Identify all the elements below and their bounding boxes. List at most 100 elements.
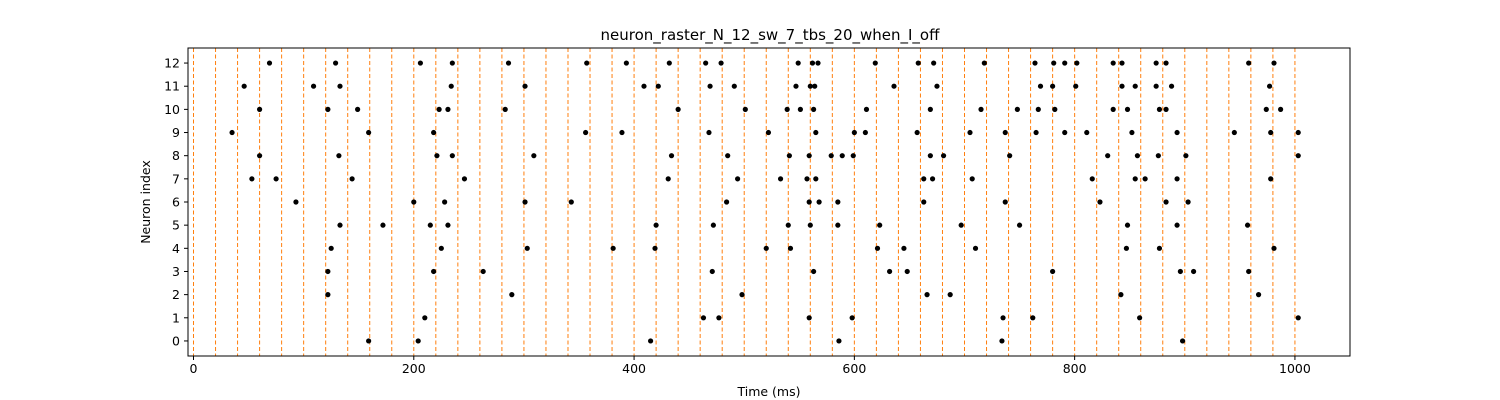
spike-n11-t888 xyxy=(1168,83,1175,89)
spike-n9-t159 xyxy=(366,129,372,136)
spike-n4-t847 xyxy=(1123,245,1130,251)
spike-n6-t559 xyxy=(806,199,812,205)
spike-n11-t564 xyxy=(812,83,818,89)
spike-n5-t623 xyxy=(877,222,883,228)
spike-n5-t215 xyxy=(427,222,433,228)
spike-n8-t669 xyxy=(927,153,933,159)
spike-n3-t896 xyxy=(1177,268,1183,275)
spike-n10-t60 xyxy=(256,106,263,112)
spike-n4-t710 xyxy=(972,245,979,251)
spike-n0-t898 xyxy=(1179,338,1186,344)
y-tick-label-6: 6 xyxy=(172,195,180,210)
spike-n10-t283 xyxy=(502,106,508,112)
spike-n9-t811 xyxy=(1084,129,1090,136)
spike-n9-t468 xyxy=(706,129,712,136)
spike-n3-t563 xyxy=(811,268,817,275)
spike-n10-t539 xyxy=(784,106,790,112)
spike-n6-t93 xyxy=(293,199,299,205)
spike-n7-t557 xyxy=(804,176,810,182)
spike-n11-t801 xyxy=(1073,83,1079,89)
spike-n8-t235 xyxy=(449,153,455,159)
spike-n12-t791 xyxy=(1062,60,1068,66)
spike-n1-t1003 xyxy=(1295,315,1301,321)
spike-n11-t234 xyxy=(448,83,454,89)
y-tick-label-5: 5 xyxy=(172,218,180,233)
spike-n4-t645 xyxy=(901,245,907,251)
spike-n0-t159 xyxy=(366,338,372,344)
spike-n12-t874 xyxy=(1153,60,1159,66)
spike-n9-t1003 xyxy=(1295,129,1301,136)
spike-n7-t494 xyxy=(735,176,741,182)
spike-n6-t903 xyxy=(1185,199,1191,205)
y-tick-label-10: 10 xyxy=(164,102,180,117)
spike-n12-t286 xyxy=(505,60,512,66)
spike-n12-t883 xyxy=(1163,60,1169,66)
spike-n4-t381 xyxy=(610,245,616,251)
spike-n8-t60 xyxy=(256,153,263,159)
spike-n5-t560 xyxy=(807,222,813,228)
spike-n4-t303 xyxy=(524,245,530,251)
spike-n12-t465 xyxy=(703,60,709,66)
spike-n3-t263 xyxy=(480,268,486,275)
spike-n10-t748 xyxy=(1014,106,1020,112)
spike-n7-t855 xyxy=(1132,176,1138,182)
spike-n11-t469 xyxy=(707,83,713,89)
spike-n7-t707 xyxy=(969,176,975,182)
spike-n8-t741 xyxy=(1007,153,1013,159)
spike-n6-t585 xyxy=(835,199,841,205)
spike-n1-t210 xyxy=(422,315,428,321)
spike-n7-t246 xyxy=(461,176,468,182)
spike-n2-t666 xyxy=(924,292,930,298)
spike-n11-t780 xyxy=(1050,83,1056,89)
spike-n11-t409 xyxy=(641,83,647,89)
y-tick-label-8: 8 xyxy=(172,148,180,163)
spike-n8-t876 xyxy=(1155,153,1161,159)
chart-title: neuron_raster_N_12_sw_7_tbs_20_when_I_of… xyxy=(601,26,941,45)
spike-n5-t893 xyxy=(1174,222,1180,228)
spike-n5-t231 xyxy=(445,222,451,228)
spike-n5-t750 xyxy=(1016,222,1023,228)
y-tick-label-12: 12 xyxy=(164,56,180,71)
spike-n11-t133 xyxy=(337,83,343,89)
x-tick-label-1000: 1000 xyxy=(1279,361,1311,376)
plot-area xyxy=(193,48,1301,356)
spike-n12-t619 xyxy=(872,60,878,66)
spike-n9-t945 xyxy=(1231,129,1237,136)
spike-n9-t852 xyxy=(1129,129,1135,136)
spike-n12-t432 xyxy=(666,60,672,66)
spike-n10-t223 xyxy=(436,106,442,112)
spike-n6-t737 xyxy=(1002,199,1008,205)
spike-n9-t600 xyxy=(851,129,857,136)
spike-n10-t782 xyxy=(1052,106,1058,112)
spike-n8-t221 xyxy=(434,153,440,159)
spike-n12-t479 xyxy=(718,60,724,66)
spike-n3-t958 xyxy=(1246,268,1252,275)
spike-n7-t864 xyxy=(1142,176,1148,182)
spike-n11-t547 xyxy=(793,83,799,89)
spike-n7-t75 xyxy=(273,176,279,182)
spike-n10-t848 xyxy=(1124,106,1131,112)
x-tick-label-800: 800 xyxy=(1063,361,1087,376)
spike-n10-t149 xyxy=(355,106,361,112)
spike-n11-t636 xyxy=(891,83,897,89)
spike-n1-t762 xyxy=(1030,315,1036,321)
spike-n12-t802 xyxy=(1074,60,1080,66)
spike-n10-t611 xyxy=(863,106,870,112)
spike-n10-t877 xyxy=(1156,106,1163,112)
spike-n10-t551 xyxy=(797,106,803,112)
y-tick-label-0: 0 xyxy=(172,333,180,348)
spike-n12-t781 xyxy=(1051,60,1057,66)
spike-n7-t663 xyxy=(921,176,927,182)
spike-n10-t715 xyxy=(978,106,984,112)
spike-n5-t420 xyxy=(653,222,659,228)
spike-n1-t598 xyxy=(849,315,855,321)
spike-n4-t520 xyxy=(763,245,769,251)
spike-n10-t231 xyxy=(445,106,451,112)
spike-n1-t735 xyxy=(1000,315,1006,321)
spike-n7-t565 xyxy=(813,176,819,182)
x-tick-label-400: 400 xyxy=(622,361,646,376)
spike-n11-t769 xyxy=(1037,83,1044,89)
spike-n4-t225 xyxy=(438,245,444,251)
spike-n10-t987 xyxy=(1278,106,1284,112)
spike-n8-t485 xyxy=(725,153,731,159)
